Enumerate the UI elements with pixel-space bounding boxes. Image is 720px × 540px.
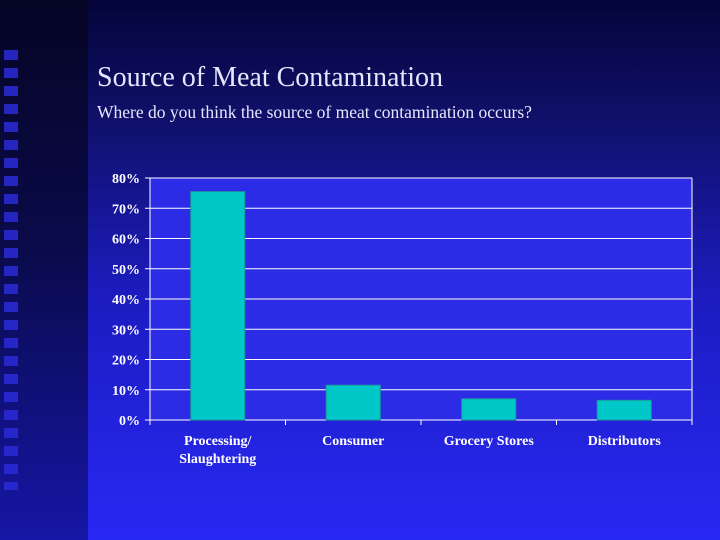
bar xyxy=(190,191,246,421)
bullet-pattern xyxy=(4,50,18,490)
x-tick-labels-group: Processing/Slaughtering Consumer Grocery S… xyxy=(179,434,661,467)
y-tick-label: 60% xyxy=(112,233,140,248)
bars-group xyxy=(190,191,652,421)
y-tick-labels-group: 0% 10% 20% 30% 40% 50% 60% 70% 80% xyxy=(112,172,140,429)
y-tick-label: 40% xyxy=(112,293,140,308)
x-tick-label: Consumer xyxy=(322,434,384,449)
bar xyxy=(461,398,517,421)
x-tick-label: Processing/Slaughtering xyxy=(179,434,256,467)
y-tick-label: 50% xyxy=(112,263,140,278)
y-tick-label: 10% xyxy=(112,384,140,399)
slide-left-band xyxy=(0,0,88,540)
bar xyxy=(596,399,652,421)
y-tick-label: 30% xyxy=(112,323,140,338)
y-tick-label: 80% xyxy=(112,172,140,187)
slide-subtitle: Where do you think the source of meat co… xyxy=(97,102,532,122)
x-tick-label: Distributors xyxy=(588,434,662,449)
y-tick-label: 0% xyxy=(119,414,140,429)
bar xyxy=(325,384,381,421)
slide-title: Source of Meat Contamination xyxy=(97,62,444,93)
x-tick-label: Grocery Stores xyxy=(444,434,535,449)
y-tick-label: 20% xyxy=(112,354,140,369)
y-tick-label: 70% xyxy=(112,202,140,217)
